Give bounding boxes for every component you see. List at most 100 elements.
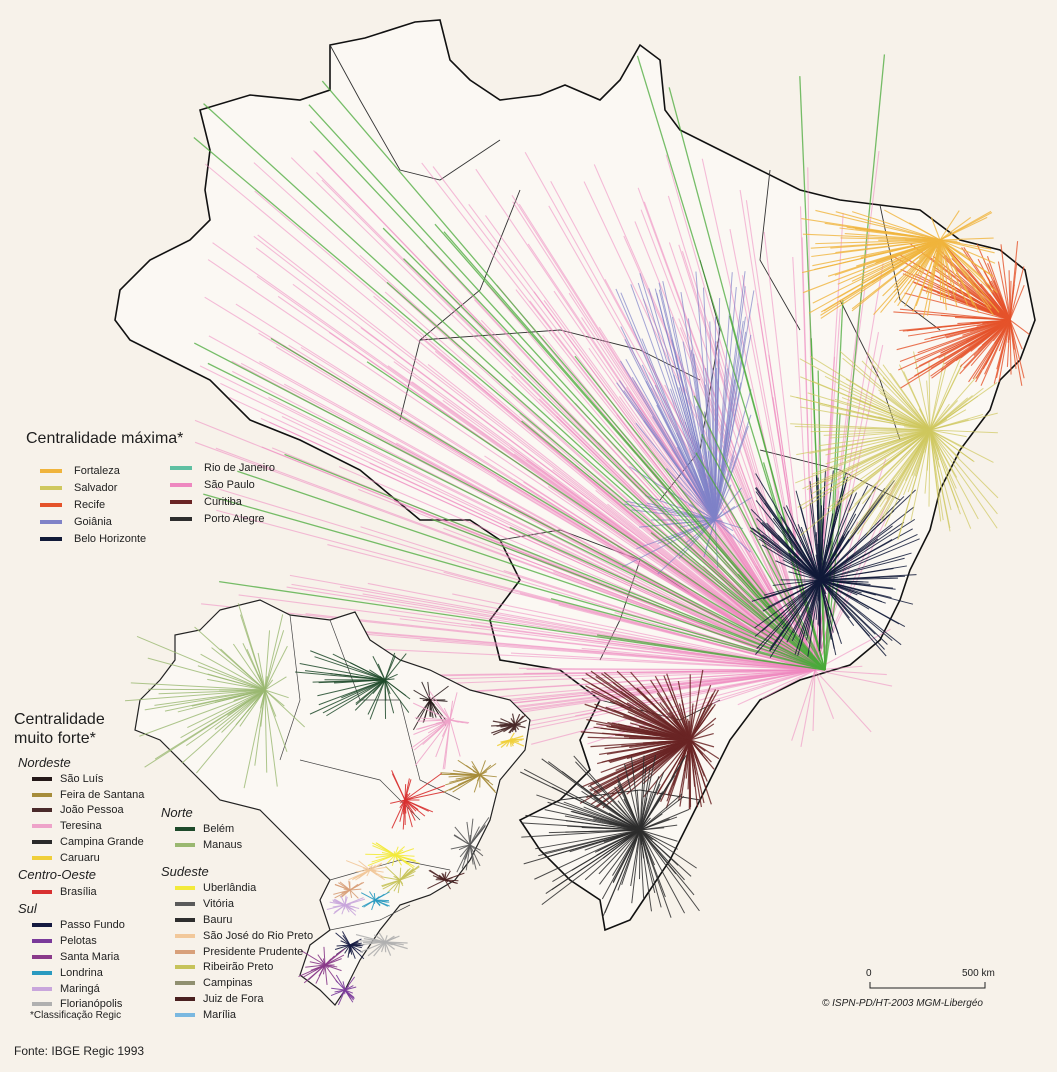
flow-line [299,663,386,681]
legend-swatch [170,465,192,470]
flow-line [689,739,712,763]
flow-line [314,656,386,681]
legend-label: Santa Maria [60,951,120,964]
flow-line [257,674,266,691]
flow-line [399,879,404,885]
flow-line [714,487,742,521]
flow-line [288,344,816,671]
legend-item-recife: Recife [40,496,146,513]
flow-line [358,940,386,943]
flow-line [795,429,931,484]
flow-line [469,826,480,846]
flow-line [772,579,821,586]
legend-item-salvador: Salvador [40,479,146,496]
flow-line [636,789,641,831]
flow-line [611,722,691,741]
flow-line [465,844,471,871]
flow-line [641,338,716,521]
flow-line [689,717,717,741]
legend-swatch [175,918,195,923]
flow-line [808,239,941,314]
flow-line [915,239,941,307]
flow-line [819,576,880,581]
legend-item-juiz-de-fora: Juiz de Fora [175,991,313,1007]
legend-label: Campinas [203,977,253,990]
flow-line [412,702,451,721]
flow-line [635,422,716,521]
legend-label: Maringá [60,982,100,995]
flow-line [642,693,691,741]
flow-line [227,689,266,716]
legend-item-joao-pessoa: João Pessoa [32,803,144,819]
flow-line [783,506,821,581]
flow-line [604,829,641,914]
flow-line [760,522,821,581]
legend-label: Recife [74,498,106,511]
flow-line [200,653,266,691]
flow-line [394,846,405,856]
flow-line [331,987,346,991]
flow-line [929,429,975,463]
flow-line [434,223,826,671]
legend-item-goiania: Goiânia [40,513,146,530]
flow-line [802,429,931,510]
flow-line [491,724,516,734]
flow-line [454,826,471,846]
flow-line [929,429,951,529]
flow-line [335,974,346,991]
flow-line [264,676,287,691]
flow-line [384,652,396,681]
flow-line [421,681,431,701]
flow-line [443,873,446,881]
flow-line [626,500,716,521]
flow-line [349,662,386,681]
flow-line [139,689,266,737]
flow-line [384,941,408,944]
flow-line [998,319,1011,383]
flow-line [665,697,691,741]
legend-label: São Paulo [204,478,255,491]
flow-line [552,829,641,883]
flow-line [824,375,931,431]
flow-line [639,829,678,850]
flow-line [869,361,931,431]
flow-line [360,941,386,946]
flow-line [514,715,524,726]
flow-line [630,756,641,831]
flow-line [929,429,959,508]
flow-line [384,935,388,943]
flow-line [621,519,716,568]
flow-line [589,785,641,831]
legend-label: Fortaleza [74,464,120,477]
flow-line [500,739,511,748]
flow-line [819,489,854,581]
footnote: *Classificação Regic [30,1010,122,1021]
flow-line [551,829,641,891]
flow-line [602,732,691,741]
legend-swatch [32,986,52,991]
flow-line [1009,319,1023,350]
flow-line [203,493,826,671]
flow-line [349,888,362,891]
flow-line [335,980,346,991]
flow-line [714,519,743,530]
flow-line [960,319,1011,359]
flow-line [349,884,360,891]
flow-line [930,217,941,241]
flow-line [819,561,827,581]
legend-item-campinas: Campinas [175,975,313,991]
legend-swatch [175,997,195,1002]
flow-line [402,799,406,811]
flow-line [344,897,364,906]
legend-label: João Pessoa [60,804,124,817]
flows-salvador [789,350,999,540]
flow-line [509,739,525,747]
flow-line [322,964,326,969]
flow-line [677,680,691,741]
flow-line [939,239,950,300]
legend-item-vitoria: Vitória [175,896,313,912]
flow-line [591,690,691,741]
flow-line [929,429,942,522]
flow-line [606,725,691,741]
flow-line [639,827,665,831]
